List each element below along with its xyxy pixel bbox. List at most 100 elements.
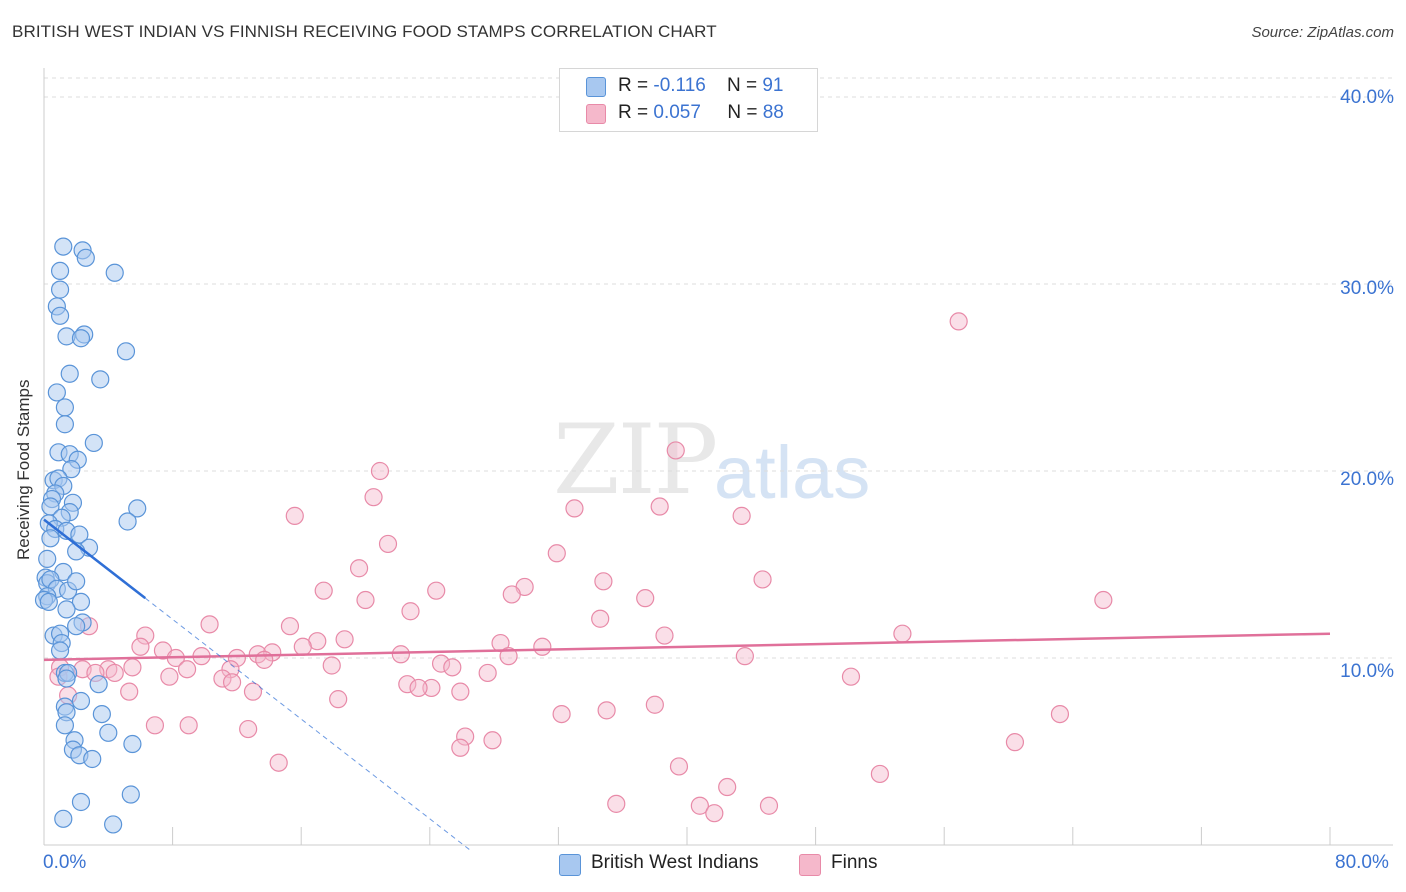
finns-point	[451, 738, 470, 757]
finns-point	[120, 682, 139, 701]
finns-point	[177, 660, 197, 679]
finns-point	[1050, 704, 1070, 724]
finns-point	[483, 731, 502, 750]
finns-point	[335, 630, 354, 649]
british-west-indians-point	[91, 370, 110, 389]
finns-point	[607, 794, 626, 813]
finns-point	[123, 658, 142, 677]
finns-point	[753, 570, 772, 589]
y-tick-label: 10.0%	[1340, 661, 1394, 682]
british-west-indians-point	[92, 704, 111, 724]
finns-point	[841, 667, 861, 686]
british-west-indians-point	[71, 592, 91, 612]
finns-point	[222, 673, 242, 692]
british-west-indians-point	[67, 617, 86, 636]
finns-point	[105, 663, 124, 683]
finns-point	[409, 678, 428, 698]
finns-point	[1094, 590, 1113, 610]
finns-point	[329, 690, 348, 709]
british-west-indians-point	[41, 529, 60, 548]
finns-point	[499, 647, 518, 666]
finns-point	[456, 727, 475, 746]
legend-n-label: N =	[726, 75, 763, 96]
british-west-indians-point	[55, 398, 74, 417]
british-west-indians-point	[83, 749, 102, 769]
finns-point	[391, 645, 410, 664]
british-west-indians-point	[118, 512, 137, 531]
y-tick-label: 20.0%	[1340, 469, 1394, 490]
correlation-legend: R = -0.116 N = 91 R = 0.057 N = 88	[559, 68, 818, 132]
finns-point	[591, 609, 610, 628]
finns-point	[378, 534, 398, 554]
finns-point	[636, 589, 655, 608]
finns-point	[718, 777, 737, 797]
finns-point	[870, 764, 890, 784]
british-west-indians-point	[67, 572, 86, 591]
finns-point	[431, 654, 451, 673]
finns-point	[314, 581, 333, 600]
finns-point	[213, 669, 232, 688]
finns-point	[655, 626, 674, 645]
finns-point	[145, 716, 165, 735]
finns-point	[179, 716, 198, 735]
british-west-indians-point	[54, 237, 73, 256]
british-west-indians-point	[104, 815, 123, 834]
finns-point	[364, 488, 383, 507]
british-west-indians-point	[71, 691, 91, 711]
finns-point	[502, 585, 521, 604]
finns-point	[478, 663, 497, 683]
legend-label: British West Indians	[591, 852, 759, 873]
finns-point	[269, 753, 288, 772]
british-west-indians-point	[47, 383, 66, 402]
british-west-indians-point	[99, 723, 118, 742]
finns-point	[401, 602, 420, 621]
legend-n-label: N =	[727, 102, 763, 123]
legend-swatch-pink	[799, 854, 821, 876]
british-west-indians-point	[50, 280, 70, 299]
legend-label: Finns	[831, 852, 878, 873]
watermark-zip: ZIP	[553, 404, 718, 516]
finns-point	[552, 704, 571, 724]
finns-point	[893, 624, 912, 643]
finns-point	[398, 675, 417, 694]
legend-r-label: R =	[618, 102, 654, 123]
source-label: Source: ZipAtlas.com	[1251, 24, 1394, 41]
finns-point	[243, 682, 263, 701]
british-west-indians-point	[55, 415, 74, 434]
watermark-atlas: atlas	[714, 431, 871, 514]
finns-point	[280, 617, 300, 636]
british-west-indians-point	[57, 669, 76, 688]
finns-point	[594, 572, 613, 591]
british-west-indians-point	[84, 433, 103, 453]
finns-point	[356, 590, 375, 610]
finns-point	[370, 461, 390, 481]
british-west-indians-trendline	[43, 518, 147, 600]
finns-point	[690, 796, 709, 815]
finns-point	[732, 506, 751, 525]
british-west-indians-point	[54, 809, 73, 828]
finns-point	[255, 650, 274, 669]
british-west-indians-point	[105, 263, 124, 282]
finns-point	[227, 648, 246, 668]
british-west-indians-point	[38, 549, 57, 568]
finns-trendline	[43, 632, 1331, 662]
finns-point	[131, 637, 150, 656]
chart-title: BRITISH WEST INDIAN VS FINNISH RECEIVING…	[12, 22, 717, 41]
finns-point	[451, 682, 470, 701]
british-west-indians-point	[116, 342, 136, 361]
finns-point	[705, 804, 724, 823]
british-west-indians-point	[123, 734, 142, 754]
finns-point	[645, 695, 664, 714]
y-tick-label: 30.0%	[1340, 278, 1394, 299]
legend-n-value: 91	[762, 75, 784, 96]
finns-point	[547, 544, 566, 563]
finns-point	[949, 312, 968, 331]
finns-point	[650, 497, 669, 516]
british-west-indians-point	[62, 460, 81, 479]
finns-point	[666, 441, 685, 460]
british-west-indians-point	[71, 329, 91, 348]
finns-point	[200, 615, 219, 634]
legend-n-value: 88	[762, 102, 784, 123]
finns-point	[136, 626, 155, 645]
